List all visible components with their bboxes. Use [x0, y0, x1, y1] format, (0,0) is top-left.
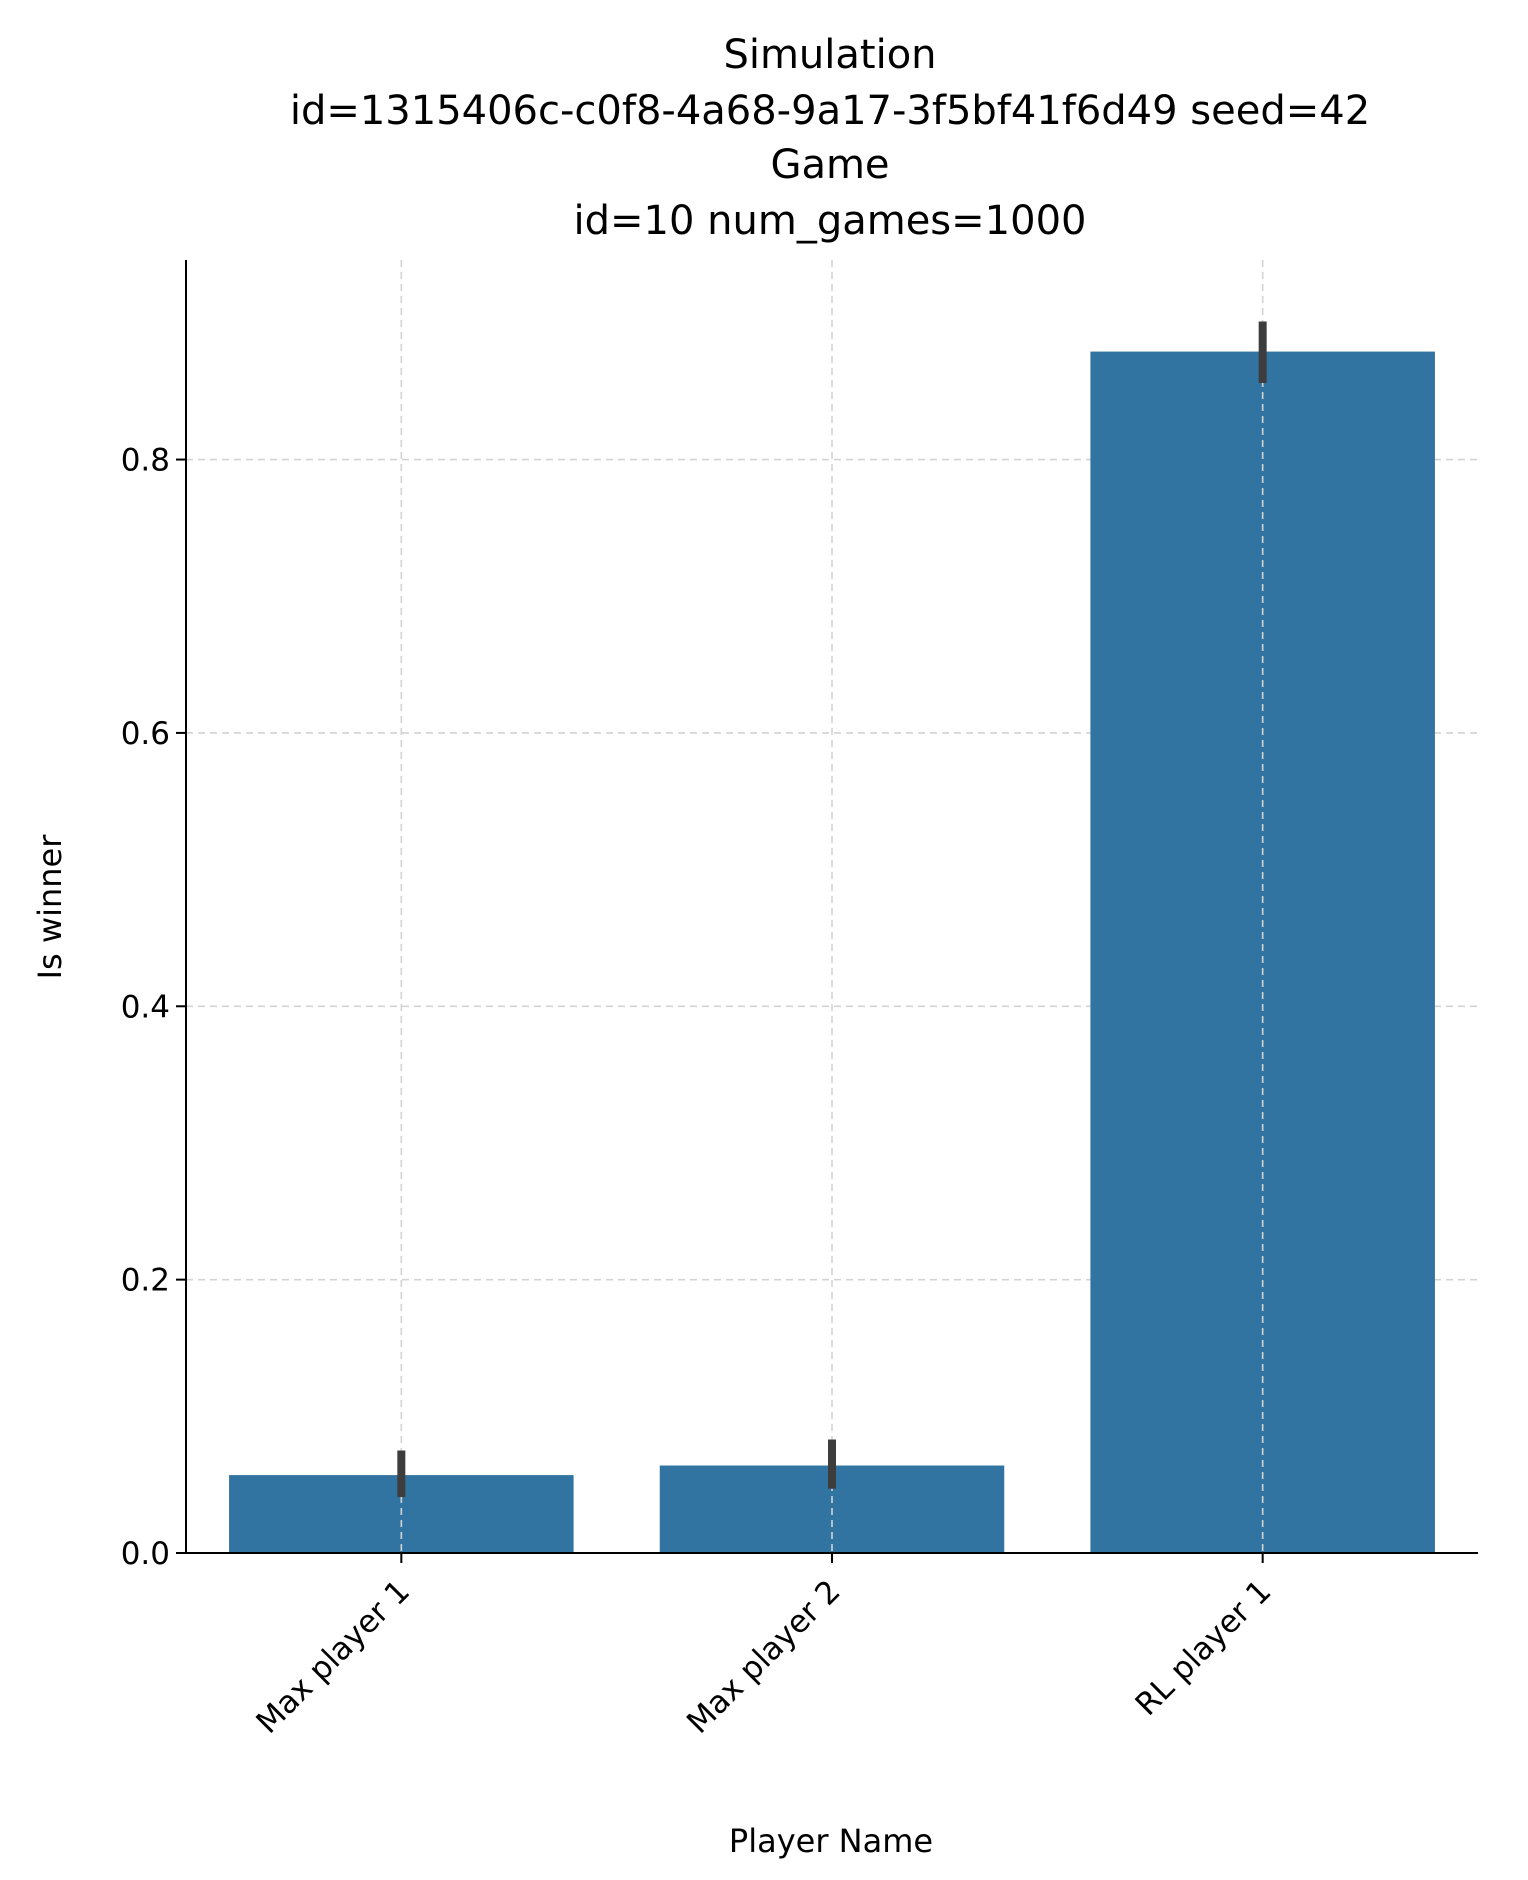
y-tick-label-1: 0.2	[121, 1263, 170, 1299]
title-line-1: Simulation	[723, 32, 936, 78]
y-tick-label-3: 0.6	[121, 716, 170, 752]
title-line-4: id=10 num_games=1000	[574, 198, 1087, 244]
y-tick-label-4: 0.8	[121, 443, 170, 479]
error-bars	[397, 321, 1267, 1497]
y-ticks: 0.0 0.2 0.4 0.6 0.8	[121, 443, 186, 1572]
bar-2	[1090, 351, 1435, 1553]
bars	[229, 351, 1435, 1553]
x-tick-label-0: Max player 1	[249, 1573, 417, 1741]
x-tick-label-2: RL player 1	[1129, 1573, 1279, 1723]
chart-title: Simulation id=1315406c-c0f8-4a68-9a17-3f…	[290, 32, 1370, 244]
title-line-3: Game	[770, 142, 889, 188]
y-axis-label: Is winner	[31, 834, 69, 980]
y-tick-label-0: 0.0	[121, 1536, 170, 1572]
x-axis-label: Player Name	[729, 1822, 933, 1860]
y-tick-label-2: 0.4	[121, 989, 170, 1025]
title-line-2: id=1315406c-c0f8-4a68-9a17-3f5bf41f6d49 …	[290, 88, 1370, 134]
x-ticks: Max player 1 Max player 2 RL player 1	[249, 1553, 1278, 1741]
x-tick-label-1: Max player 2	[680, 1573, 848, 1741]
